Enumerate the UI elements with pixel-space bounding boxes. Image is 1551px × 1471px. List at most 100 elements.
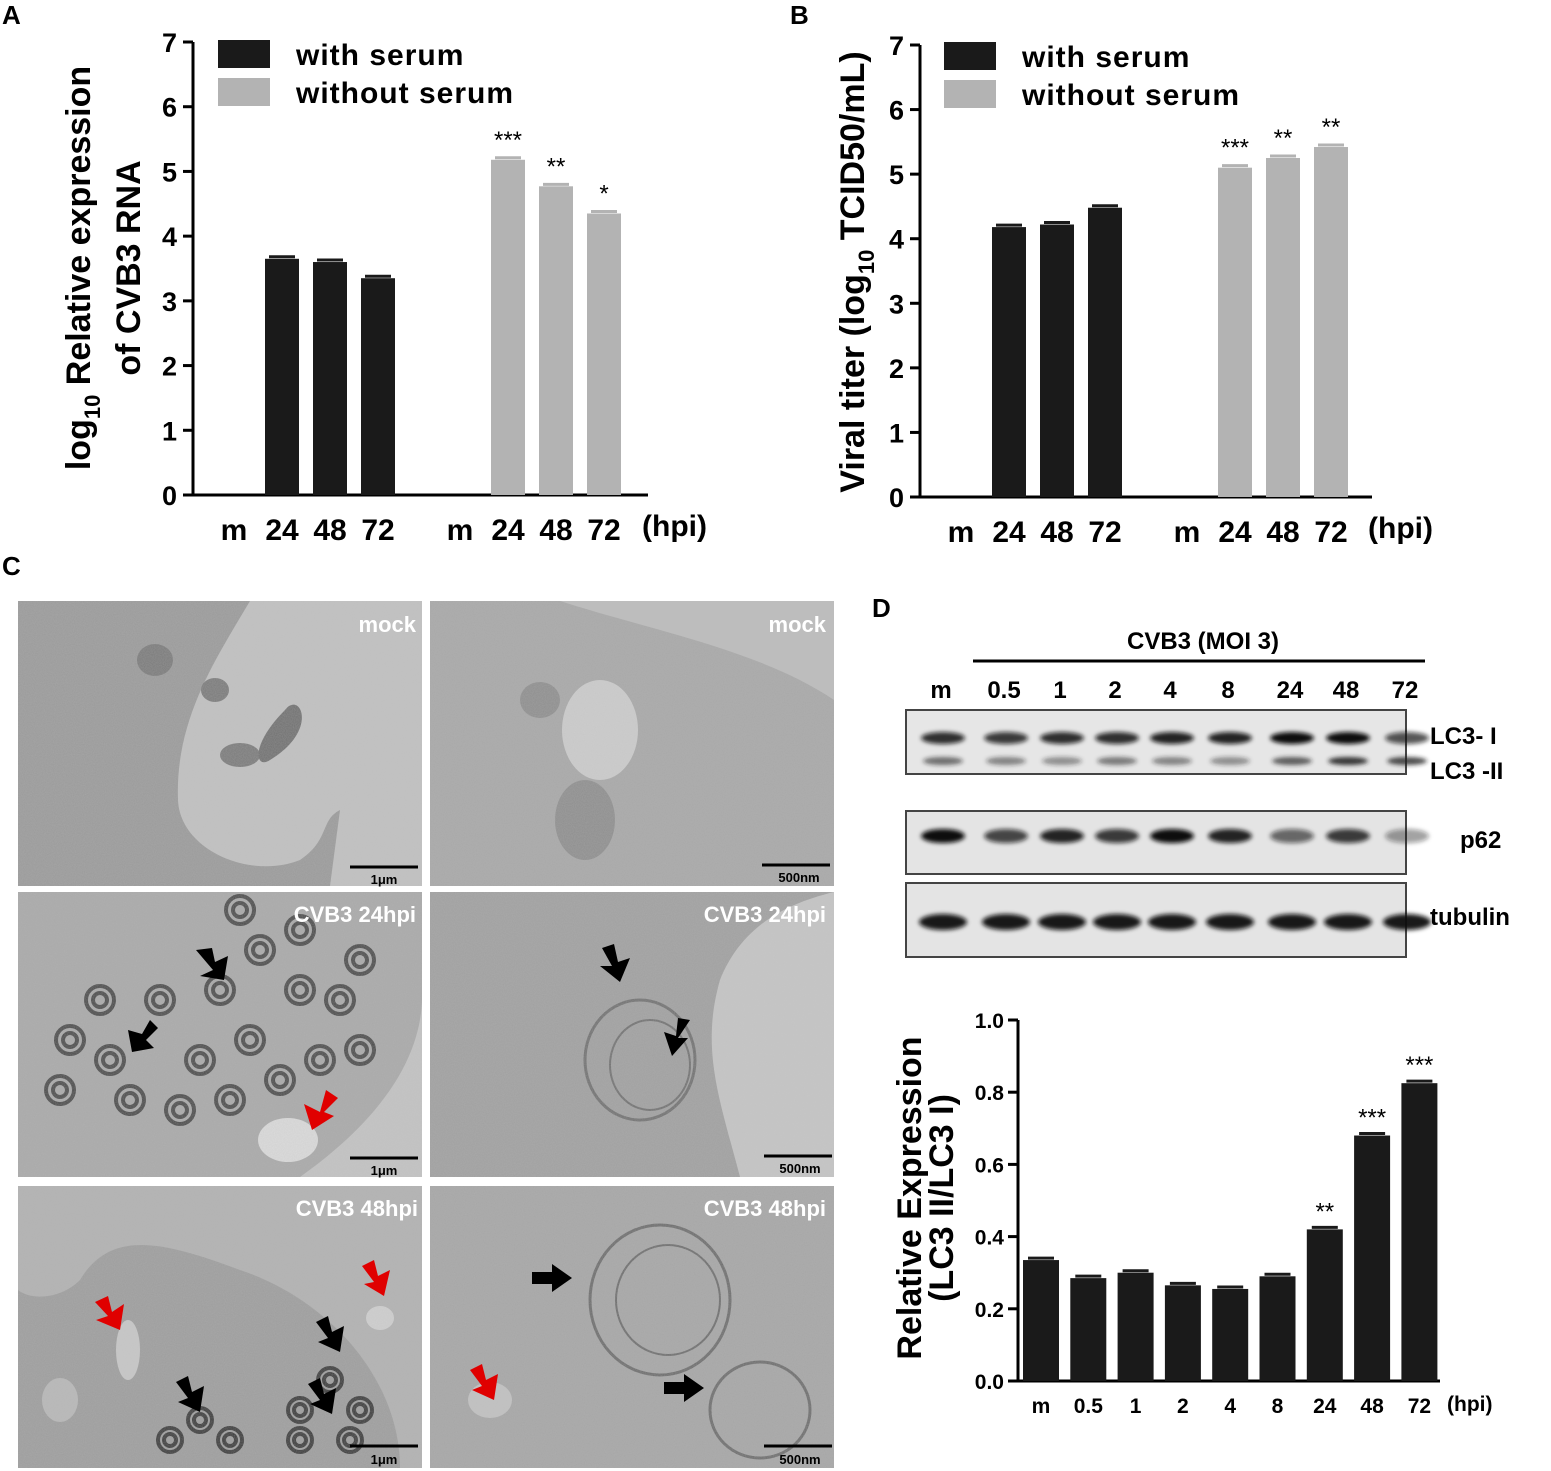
em-image-cvb3-48hpi-500nm: CVB3 48hpi 500nm xyxy=(430,1186,834,1468)
chart-a-bar xyxy=(491,159,525,495)
black-arrow-icon xyxy=(196,948,228,980)
blot-band-lc3-i xyxy=(1385,732,1429,744)
blot-label-lc3-i: LC3- I xyxy=(1430,723,1497,750)
em-image-mock-1um: mock 1μm xyxy=(18,601,422,887)
chart-d-bar xyxy=(1401,1083,1438,1381)
chart-b-bar xyxy=(992,227,1026,497)
blot-band-lc3-i xyxy=(984,732,1028,744)
chart-d-significance: ** xyxy=(1315,1198,1334,1225)
blot-band-lc3-ii xyxy=(1152,757,1192,765)
chart-a-ytick-label: 6 xyxy=(162,93,177,123)
blot-band-tubulin xyxy=(982,914,1030,930)
chart-a-xtick-label: 24 xyxy=(491,514,525,547)
chart-a-bar xyxy=(313,262,347,495)
chart-a-ytick-label: 1 xyxy=(162,416,177,446)
chart-a-significance: * xyxy=(599,180,608,207)
chart-a-xtick-label: 72 xyxy=(361,514,394,547)
blot-band-tubulin xyxy=(919,914,967,930)
em-image-cvb3-24hpi-500nm: CVB3 24hpi 500nm xyxy=(430,892,834,1177)
chart-a-significance: ** xyxy=(547,153,566,180)
chart-a-xtick-label: 72 xyxy=(587,514,620,547)
chart-b-ylabel-pre: Viral titer (log xyxy=(834,274,872,493)
chart-a-ylabel-sub: 10 xyxy=(80,395,105,419)
em-micrographs: mock 1μm mock 500nm CVB3 24hpi 1μm xyxy=(18,601,834,1468)
black-arrow-icon xyxy=(176,1376,204,1412)
blot-p62-box xyxy=(905,810,1407,875)
chart-b-significance: ** xyxy=(1274,125,1293,152)
black-arrow-icon xyxy=(532,1264,572,1292)
chart-b-xtick-label: 48 xyxy=(1040,516,1073,549)
chart-d-xtick-label: 4 xyxy=(1224,1395,1236,1418)
chart-b-ytick-label: 5 xyxy=(889,160,904,190)
blot-band-tubulin xyxy=(1148,914,1196,930)
chart-a-x-unit: (hpi) xyxy=(642,510,707,543)
chart-d-bar xyxy=(1070,1278,1107,1381)
blot-lane-label: 1 xyxy=(1053,677,1066,704)
blot-band-lc3-ii xyxy=(1042,757,1082,765)
blot-lane-label: 2 xyxy=(1108,677,1121,704)
blot-band-lc3-ii xyxy=(986,757,1026,765)
chart-a-xtick-label: 48 xyxy=(539,514,572,547)
black-arrow-icon xyxy=(664,1018,690,1056)
blot-band-p62 xyxy=(1095,829,1139,843)
chart-d-ytick-label: 0.2 xyxy=(975,1299,1004,1322)
blot-band-lc3-ii xyxy=(1097,757,1137,765)
chart-d-bar xyxy=(1023,1260,1059,1381)
chart-a-ytick-label: 5 xyxy=(162,157,177,187)
chart-d-bar xyxy=(1354,1135,1391,1381)
chart-b-bar xyxy=(1088,207,1122,497)
black-arrow-icon xyxy=(316,1316,344,1352)
chart-a-legend-swatch xyxy=(218,78,270,106)
chart-b-ytick-label: 3 xyxy=(889,289,904,319)
black-arrow-icon xyxy=(600,944,630,982)
chart-d-significance: *** xyxy=(1358,1105,1386,1132)
scale-label-5: 1μm xyxy=(371,1452,398,1467)
chart-a-xtick-label: m xyxy=(447,514,474,547)
chart-a-ytick-label: 7 xyxy=(162,28,177,58)
chart-d-xtick-label: 0.5 xyxy=(1074,1395,1104,1418)
chart-a-ytick-label: 4 xyxy=(162,222,177,252)
blot-band-lc3-i xyxy=(1208,732,1252,744)
em-label-1: mock xyxy=(359,612,417,637)
blot-lane-label: 4 xyxy=(1163,677,1177,704)
chart-a-ylabel-rest: Relative expression xyxy=(60,66,98,395)
chart-a-significance: *** xyxy=(494,127,522,154)
blot-band-p62 xyxy=(1208,829,1252,843)
black-arrow-icon xyxy=(308,1378,336,1414)
chart-b-xtick-label: 24 xyxy=(992,516,1026,549)
chart-b-ytick-label: 1 xyxy=(889,418,904,448)
blot-band-lc3-ii xyxy=(1328,757,1368,765)
blot-label-lc3-ii: LC3 -II xyxy=(1430,758,1503,785)
chart-b-xtick-label: 48 xyxy=(1266,516,1299,549)
em-label-6: CVB3 48hpi xyxy=(704,1196,826,1221)
chart-d-ylabel-2: (LC3 II/LC3 I) xyxy=(923,1094,961,1302)
blot-band-lc3-ii xyxy=(1210,757,1250,765)
blot-band-tubulin xyxy=(1268,914,1316,930)
chart-b-ylabel-post: TCID50/mL) xyxy=(834,51,872,249)
chart-d-bar xyxy=(1259,1276,1296,1381)
blot-label-p62: p62 xyxy=(1460,827,1501,854)
chart-b-legend-label: without serum xyxy=(1021,79,1240,112)
chart-d-xtick-label: m xyxy=(1032,1395,1051,1418)
chart-d-xtick-label: 8 xyxy=(1272,1395,1284,1418)
blot-label-tubulin: tubulin xyxy=(1430,904,1510,931)
chart-a-ytick-label: 0 xyxy=(162,481,177,511)
chart-d-ytick-label: 1.0 xyxy=(975,1010,1004,1033)
chart-a-xtick-label: 48 xyxy=(313,514,346,547)
chart-d-ylabel-1: Relative Expression xyxy=(891,1036,929,1359)
chart-a-legend-label: with serum xyxy=(295,39,464,72)
chart-b-xtick-label: 72 xyxy=(1088,516,1121,549)
black-arrow-icon xyxy=(128,1020,158,1052)
blot-band-lc3-ii xyxy=(923,757,963,765)
blot-band-lc3-ii xyxy=(1272,757,1312,765)
blot-band-p62 xyxy=(1385,829,1429,843)
blot-title: CVB3 (MOI 3) xyxy=(1127,628,1279,655)
red-arrow-icon xyxy=(362,1260,390,1296)
em-label-2: mock xyxy=(769,612,827,637)
blot-band-lc3-i xyxy=(1326,732,1370,744)
chart-d-xtick-label: 1 xyxy=(1130,1395,1142,1418)
chart-b-xtick-label: m xyxy=(948,516,975,549)
blot-band-p62 xyxy=(1326,829,1370,843)
